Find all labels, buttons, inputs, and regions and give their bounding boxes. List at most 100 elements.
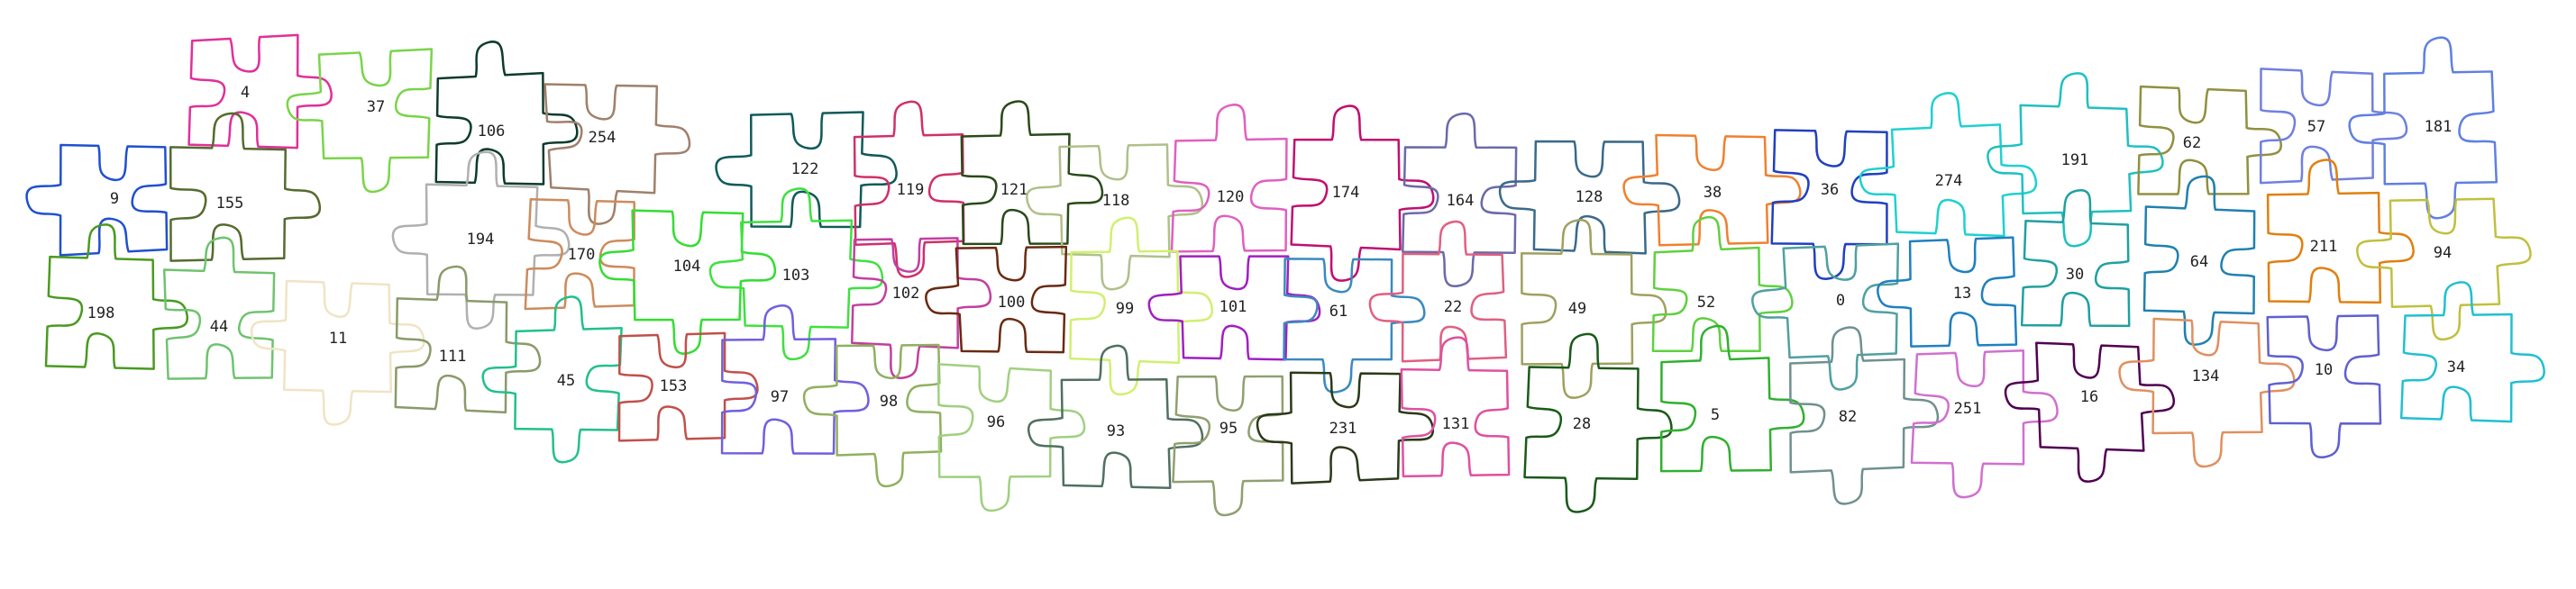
- puzzle-piece-131: 131: [1400, 336, 1511, 478]
- piece-outline: [960, 100, 1104, 246]
- piece-label: 57: [2307, 118, 2325, 136]
- piece-outline: [598, 209, 776, 355]
- piece-label: 274: [1935, 172, 1963, 190]
- piece-label: 100: [998, 294, 1026, 312]
- piece-label: 82: [1839, 408, 1857, 426]
- piece-label: 153: [660, 377, 688, 395]
- piece-outline: [1498, 140, 1681, 255]
- puzzle-piece-120: 120: [1170, 104, 1288, 253]
- piece-outline: [394, 265, 542, 414]
- puzzle-piece-254: 254: [544, 83, 691, 225]
- piece-label: 62: [2183, 134, 2201, 152]
- puzzle-piece-99: 99: [1069, 216, 1213, 395]
- piece-label: 99: [1116, 300, 1134, 318]
- piece-label: 9: [110, 190, 119, 208]
- piece-outline: [1877, 236, 2018, 348]
- puzzle-piece-122: 122: [715, 111, 898, 229]
- piece-label: 30: [2066, 266, 2084, 284]
- piece-outline: [1402, 112, 1518, 287]
- piece-label: 4: [241, 84, 250, 102]
- puzzle-piece-97: 97: [720, 304, 870, 455]
- piece-label: 198: [87, 304, 115, 322]
- piece-outline: [1400, 336, 1511, 478]
- piece-label: 94: [2434, 244, 2452, 262]
- piece-outline: [250, 279, 425, 426]
- piece-outline: [1659, 324, 1805, 473]
- piece-outline: [1027, 344, 1204, 490]
- piece-outline: [1910, 349, 2059, 499]
- puzzle-piece-170: 170: [524, 197, 635, 311]
- piece-label: 10: [2315, 361, 2333, 379]
- piece-label: 174: [1332, 184, 1360, 202]
- piece-label: 111: [439, 348, 467, 366]
- puzzle-piece-45: 45: [481, 295, 623, 464]
- puzzle-piece-94: 94: [2356, 197, 2532, 341]
- piece-outline: [286, 48, 434, 194]
- piece-outline: [434, 41, 579, 186]
- piece-outline: [2137, 85, 2282, 195]
- piece-outline: [1987, 72, 2164, 248]
- puzzle-piece-0: 0: [1751, 242, 1900, 391]
- piece-outline: [2142, 175, 2256, 346]
- puzzle-piece-11: 11: [250, 279, 425, 426]
- puzzle-piece-153: 153: [617, 331, 759, 442]
- puzzle-piece-10: 10: [2266, 314, 2382, 458]
- puzzle-piece-13: 13: [1877, 236, 2018, 348]
- puzzle-piece-44: 44: [162, 236, 276, 380]
- piece-label: 122: [791, 160, 819, 178]
- puzzle-piece-9: 9: [25, 143, 169, 257]
- puzzle-piece-174: 174: [1290, 104, 1435, 282]
- puzzle-piece-194: 194: [391, 150, 571, 330]
- puzzle-piece-64: 64: [2142, 175, 2256, 346]
- puzzle-piece-164: 164: [1402, 112, 1518, 287]
- piece-outline: [2259, 68, 2408, 185]
- piece-label: 164: [1447, 192, 1475, 210]
- piece-label: 98: [880, 393, 898, 411]
- piece-outline: [1789, 326, 1940, 505]
- piece-label: 102: [892, 285, 920, 303]
- piece-label: 104: [673, 258, 701, 276]
- puzzle-piece-181: 181: [2348, 36, 2498, 220]
- piece-outline: [2020, 189, 2131, 328]
- piece-outline: [936, 363, 1086, 512]
- piece-label: 36: [1821, 181, 1839, 199]
- piece-label: 45: [557, 372, 575, 390]
- piece-outline: [1290, 104, 1435, 282]
- piece-label: 128: [1576, 188, 1603, 206]
- piece-outline: [481, 295, 623, 464]
- piece-outline: [162, 236, 276, 380]
- puzzle-piece-30: 30: [2020, 189, 2131, 328]
- piece-outline: [2266, 314, 2382, 458]
- puzzle-piece-101: 101: [1147, 255, 1321, 361]
- piece-label: 97: [771, 388, 789, 406]
- piece-label: 16: [2080, 388, 2098, 406]
- puzzle-piece-4: 4: [187, 33, 333, 150]
- piece-label: 52: [1697, 294, 1715, 312]
- piece-label: 194: [467, 231, 495, 249]
- puzzle-piece-155: 155: [169, 112, 321, 262]
- piece-label: 49: [1568, 300, 1586, 318]
- puzzle-piece-61: 61: [1283, 258, 1426, 394]
- puzzle-piece-5: 5: [1659, 324, 1805, 473]
- piece-label: 170: [568, 246, 596, 264]
- piece-label: 28: [1573, 415, 1591, 433]
- piece-outline: [1521, 219, 1667, 399]
- piece-label: 211: [2310, 238, 2338, 256]
- piece-outline: [1651, 215, 1794, 353]
- puzzle-piece-251: 251: [1910, 349, 2059, 499]
- piece-outline: [2348, 36, 2498, 220]
- piece-label: 22: [1444, 298, 1462, 316]
- piece-label: 231: [1329, 420, 1357, 438]
- piece-outline: [1523, 332, 1673, 513]
- puzzle-piece-104: 104: [598, 209, 776, 355]
- puzzle-piece-191: 191: [1987, 72, 2164, 248]
- piece-label: 254: [589, 129, 617, 147]
- puzzle-piece-22: 22: [1368, 220, 1508, 363]
- piece-label: 0: [1836, 292, 1845, 310]
- puzzle-piece-82: 82: [1789, 326, 1940, 505]
- puzzle-piece-93: 93: [1027, 344, 1204, 490]
- piece-outline: [544, 83, 691, 225]
- piece-outline: [720, 304, 870, 455]
- puzzle-piece-100: 100: [925, 245, 1068, 354]
